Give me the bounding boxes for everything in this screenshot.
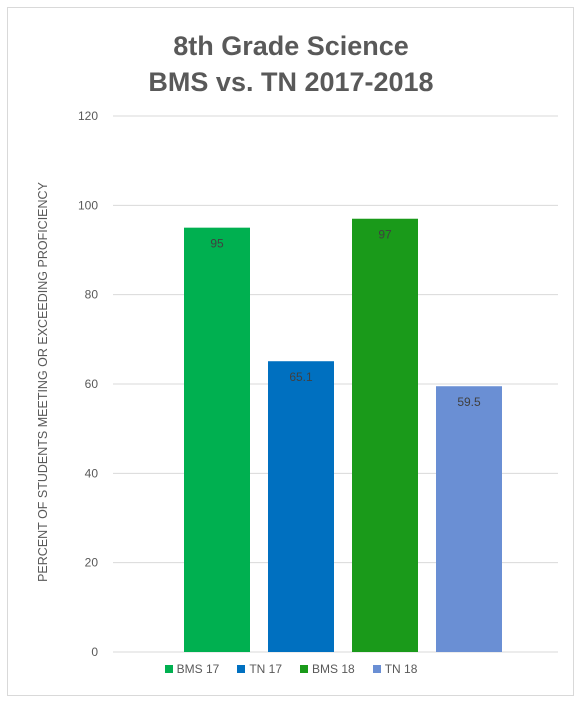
legend-label: TN 18 bbox=[384, 662, 418, 676]
chart-title-line-2: BMS vs. TN 2017-2018 bbox=[148, 67, 434, 97]
legend: BMS 17 TN 17 BMS 18 TN 18 bbox=[0, 662, 582, 676]
y-tick-label: 80 bbox=[85, 288, 99, 302]
bar bbox=[352, 218, 418, 652]
legend-swatch bbox=[300, 665, 308, 673]
legend-item: TN 17 bbox=[237, 662, 282, 676]
bar bbox=[184, 227, 250, 652]
data-label: 95 bbox=[210, 237, 224, 251]
legend-item: BMS 18 bbox=[300, 662, 355, 676]
y-tick-label: 20 bbox=[85, 556, 99, 570]
chart-title-line-1: 8th Grade Science bbox=[173, 31, 409, 61]
chart-title: 8th Grade Science BMS vs. TN 2017-2018 bbox=[0, 28, 582, 100]
legend-label: BMS 18 bbox=[312, 662, 355, 676]
legend-label: BMS 17 bbox=[176, 662, 220, 676]
legend-item: TN 18 bbox=[372, 662, 418, 676]
legend-swatch bbox=[372, 665, 381, 673]
y-tick-label: 60 bbox=[85, 377, 99, 391]
data-label: 65.1 bbox=[289, 370, 313, 384]
legend-item: BMS 17 bbox=[164, 662, 220, 676]
legend-swatch bbox=[237, 665, 246, 673]
y-tick-label: 120 bbox=[78, 109, 98, 123]
data-label: 97 bbox=[378, 228, 392, 242]
y-tick-label: 40 bbox=[85, 466, 99, 480]
y-tick-label: 0 bbox=[91, 645, 98, 659]
bar bbox=[436, 386, 502, 652]
legend-swatch bbox=[164, 665, 173, 673]
bar bbox=[268, 361, 334, 652]
legend-label: TN 17 bbox=[249, 662, 282, 676]
data-label: 59.5 bbox=[457, 395, 481, 409]
y-tick-label: 100 bbox=[78, 198, 98, 212]
